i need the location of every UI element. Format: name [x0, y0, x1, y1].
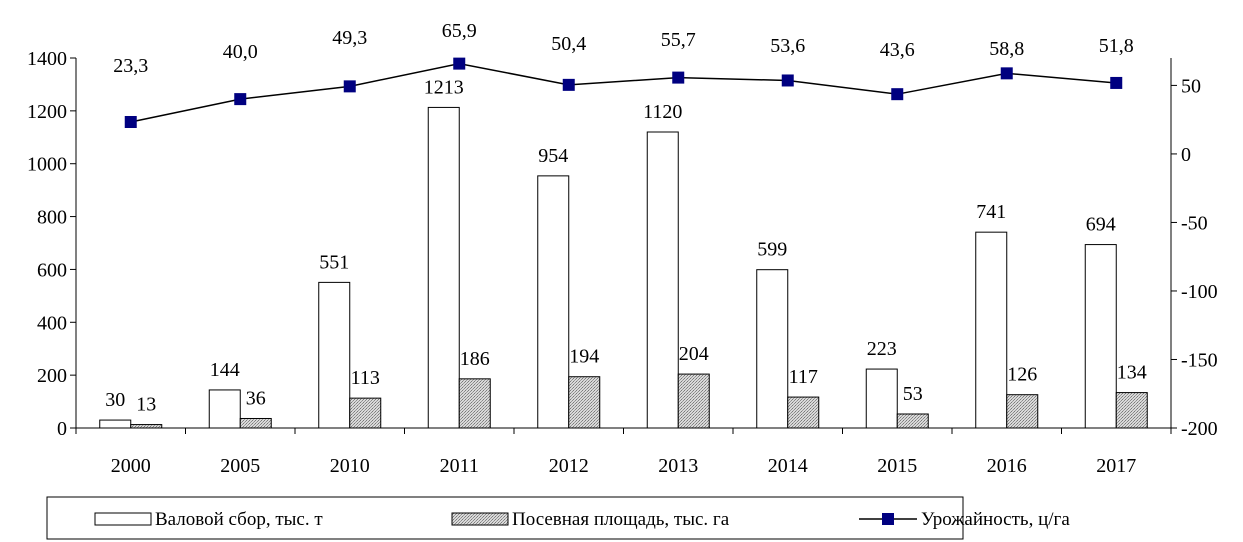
y-right-tick-label--100: -100 [1181, 281, 1218, 303]
label-sown-area-2011: 186 [460, 348, 490, 370]
x-tick-label-2012: 2012 [549, 455, 589, 477]
legend-label-yield: Урожайность, ц/га [921, 509, 1070, 530]
label-gross-harvest-2010: 551 [319, 251, 349, 273]
label-yield-2017: 51,8 [1099, 35, 1134, 57]
line-layer [124, 57, 1123, 128]
label-yield-2015: 43,6 [880, 39, 915, 61]
label-gross-harvest-2014: 599 [757, 239, 787, 261]
label-gross-harvest-2005: 144 [210, 359, 240, 381]
bar-gross-harvest-2015 [865, 368, 898, 429]
label-sown-area-2010: 113 [351, 367, 380, 389]
label-yield-2014: 53,6 [770, 35, 805, 57]
y-right-tick-label--50: -50 [1181, 212, 1208, 234]
label-yield-2011: 65,9 [442, 20, 477, 42]
label-gross-harvest-2017: 694 [1086, 214, 1116, 236]
label-sown-area-2017: 134 [1117, 362, 1147, 384]
x-tick-label-2013: 2013 [658, 455, 698, 477]
y-right-tick-label--150: -150 [1181, 349, 1218, 371]
label-gross-harvest-2013: 1120 [643, 101, 682, 123]
label-sown-area-2013: 204 [679, 343, 709, 365]
y-left-tick-label-1400: 1400 [27, 48, 67, 70]
label-gross-harvest-2015: 223 [867, 338, 897, 360]
bar-sown-area-2016 [1006, 394, 1039, 429]
x-tick-label-2011: 2011 [440, 455, 479, 477]
bar-gross-harvest-2014 [756, 269, 789, 429]
bar-sown-area-2010 [349, 397, 382, 429]
line-yield [130, 62, 1117, 123]
legend-marker-yield [882, 513, 894, 525]
x-tick-label-2017: 2017 [1096, 455, 1136, 477]
x-tick-label-2010: 2010 [330, 455, 370, 477]
marker-yield-2011 [453, 57, 466, 70]
label-yield-2005: 40,0 [223, 41, 258, 63]
x-tick-label-2014: 2014 [768, 455, 808, 477]
bar-sown-area-2014 [787, 396, 820, 429]
label-gross-harvest-2011: 1213 [424, 76, 464, 98]
bar-gross-harvest-2016 [975, 231, 1008, 429]
y-right-tick-label-0: 0 [1181, 144, 1191, 166]
plot-area: 30 13 144 36 551 113 1213 186 954 194 1120 204 599 11… [99, 20, 1148, 429]
y-right-tick-label--200: -200 [1181, 418, 1218, 440]
marker-yield-2014 [781, 74, 794, 87]
bar-sown-area-2013 [677, 373, 710, 429]
label-sown-area-2005: 36 [246, 387, 266, 409]
label-sown-area-2015: 53 [903, 383, 923, 405]
data-labels-layer: 30 13 144 36 551 113 1213 186 954 194 1120 204 599 11… [105, 20, 1147, 416]
marker-yield-2015 [891, 88, 904, 101]
label-yield-2010: 49,3 [332, 27, 367, 49]
legend-swatch-gross-harvest [94, 512, 152, 526]
x-tick-label-2015: 2015 [877, 455, 917, 477]
x-tick-label-2016: 2016 [987, 455, 1027, 477]
legend: Валовой сбор, тыс. т Посевная площадь, т… [46, 496, 1070, 540]
bar-gross-harvest-2005 [208, 389, 241, 429]
bar-gross-harvest-2012 [537, 175, 570, 429]
bar-sown-area-2005 [239, 417, 272, 429]
bar-sown-area-2015 [896, 413, 929, 429]
y-left-tick-label-0: 0 [57, 418, 67, 440]
bar-sown-area-2000 [130, 424, 163, 429]
bar-gross-harvest-2011 [427, 106, 460, 429]
marker-yield-2000 [124, 115, 137, 128]
y-left-tick-label-200: 200 [37, 365, 67, 387]
y-left-tick-label-800: 800 [37, 207, 67, 229]
label-yield-2016: 58,8 [989, 38, 1024, 60]
label-gross-harvest-2016: 741 [976, 201, 1006, 223]
label-sown-area-2016: 126 [1007, 364, 1037, 386]
marker-yield-2012 [562, 78, 575, 91]
bar-sown-area-2011 [458, 378, 491, 429]
marker-yield-2010 [343, 80, 356, 93]
bar-gross-harvest-2010 [318, 281, 351, 429]
label-sown-area-2012: 194 [569, 346, 599, 368]
marker-yield-2017 [1110, 76, 1123, 89]
marker-yield-2005 [234, 93, 247, 106]
y-left-tick-label-1200: 1200 [27, 101, 67, 123]
marker-yield-2016 [1000, 67, 1013, 80]
bar-sown-area-2017 [1115, 392, 1148, 429]
label-yield-2013: 55,7 [661, 29, 696, 51]
legend-label-gross-harvest: Валовой сбор, тыс. т [155, 509, 323, 530]
axes-layer: 2000 2005 2010 2011 2012 2013 2014 2015 2016 2017… [27, 48, 1218, 477]
legend-swatch-sown-area [451, 512, 509, 526]
label-yield-2000: 23,3 [113, 55, 148, 77]
label-sown-area-2014: 117 [789, 366, 818, 388]
label-sown-area-2000: 13 [136, 394, 156, 416]
y-left-tick-label-1000: 1000 [27, 154, 67, 176]
bar-gross-harvest-2000 [99, 419, 132, 429]
x-tick-label-2000: 2000 [111, 455, 151, 477]
y-left-tick-label-600: 600 [37, 259, 67, 281]
y-right-tick-label-50: 50 [1181, 75, 1201, 97]
bar-gross-harvest-2013 [646, 131, 679, 429]
bar-gross-harvest-2017 [1084, 244, 1117, 429]
label-yield-2012: 50,4 [551, 33, 586, 55]
marker-yield-2013 [672, 71, 685, 84]
x-tick-label-2005: 2005 [220, 455, 260, 477]
bars-layer [99, 106, 1148, 429]
label-gross-harvest-2000: 30 [105, 389, 125, 411]
y-left-tick-label-400: 400 [37, 312, 67, 334]
label-gross-harvest-2012: 954 [538, 145, 568, 167]
bar-sown-area-2012 [568, 376, 601, 429]
legend-label-sown-area: Посевная площадь, тыс. га [512, 509, 730, 530]
